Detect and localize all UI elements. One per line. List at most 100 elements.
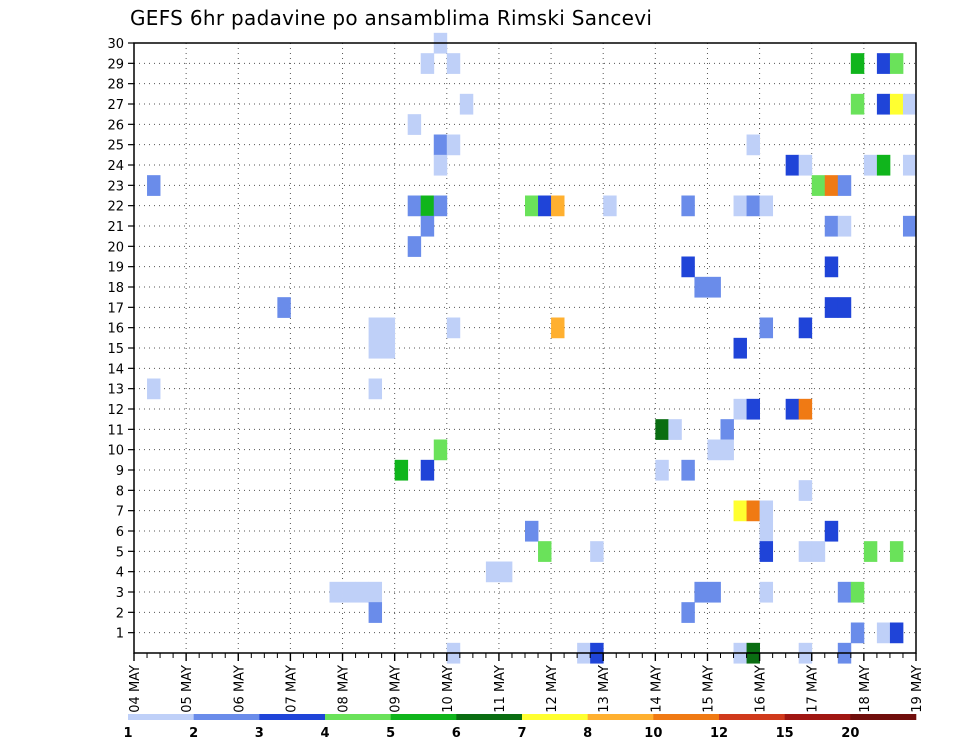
x-axis-ticks: 04 MAY 05 MAY 06 MAY 07 MAY 08 MAY 09 MAY 10 M… xyxy=(128,653,925,713)
heatmap-cell xyxy=(420,195,435,217)
y-tick-label: 15 xyxy=(107,342,124,357)
heatmap-cell xyxy=(876,622,891,644)
heatmap-cell xyxy=(446,134,461,156)
x-tick-label: 10 MAY xyxy=(441,665,456,713)
heatmap-cell xyxy=(694,581,708,603)
y-tick-label: 18 xyxy=(107,281,124,296)
legend-label: 20 xyxy=(841,726,859,741)
x-tick-label: 13 MAY xyxy=(597,665,612,713)
heatmap-cell xyxy=(720,419,734,440)
y-tick-label: 25 xyxy=(107,139,124,154)
heatmap-cell xyxy=(381,337,396,359)
legend-label: 4 xyxy=(320,726,329,741)
heatmap-cell xyxy=(147,378,161,400)
heatmap-cell xyxy=(329,581,343,603)
x-tick-label: 08 MAY xyxy=(337,665,352,713)
legend-label: 5 xyxy=(386,726,395,741)
y-axis-ticks: 1234567891011121314151617181920212223242… xyxy=(107,37,134,642)
heatmap-cell xyxy=(498,561,513,583)
heatmap-cell xyxy=(368,317,383,339)
heatmap-cell xyxy=(420,459,435,481)
legend-swatch xyxy=(325,714,391,720)
heatmap-cell xyxy=(759,520,774,542)
x-tick-label: 17 MAY xyxy=(806,665,821,713)
y-tick-label: 17 xyxy=(107,301,124,316)
heatmap-cell xyxy=(798,398,813,420)
heatmap-cell xyxy=(681,602,695,623)
y-tick-label: 11 xyxy=(107,423,124,438)
y-tick-label: 9 xyxy=(116,464,124,479)
heatmap-cell xyxy=(811,175,826,196)
heatmap-cell xyxy=(902,215,917,237)
legend-swatch xyxy=(522,714,588,720)
legend-label: 8 xyxy=(583,726,592,741)
legend-swatch xyxy=(390,714,457,720)
y-tick-label: 8 xyxy=(116,484,124,499)
heatmap-cell xyxy=(889,93,904,115)
heatmap-cell xyxy=(655,419,669,440)
heatmap-cell xyxy=(603,195,617,217)
heatmap-cell xyxy=(850,622,865,644)
heatmap-cell xyxy=(837,175,852,196)
y-tick-label: 29 xyxy=(107,57,124,72)
y-tick-label: 23 xyxy=(107,179,124,194)
heatmap-cell xyxy=(368,602,383,623)
heatmap-cell xyxy=(863,154,878,176)
y-tick-label: 7 xyxy=(116,505,124,520)
y-tick-label: 24 xyxy=(107,159,124,174)
heatmap-cell xyxy=(824,520,839,542)
heatmap-cell xyxy=(707,439,721,461)
heatmap-cell xyxy=(420,53,435,74)
legend-label: 7 xyxy=(517,726,526,741)
legend-swatch xyxy=(850,714,917,720)
heatmap-cell xyxy=(446,53,461,74)
heatmap-cell xyxy=(733,398,747,420)
heatmap-cell xyxy=(694,276,708,298)
heatmap-cell xyxy=(381,317,396,339)
heatmap-cell xyxy=(655,459,669,481)
legend-swatch xyxy=(128,714,194,720)
heatmap-cell xyxy=(407,236,422,257)
heatmap-cell xyxy=(368,581,383,603)
y-tick-label: 22 xyxy=(107,200,124,215)
y-tick-label: 28 xyxy=(107,78,124,93)
heatmap-cell xyxy=(785,154,800,176)
x-tick-label: 11 MAY xyxy=(493,665,508,713)
legend-label: 6 xyxy=(452,726,461,741)
heatmap-cell xyxy=(551,317,565,339)
heatmap-cell xyxy=(746,195,760,217)
heatmap-cell xyxy=(759,581,774,603)
legend-swatch xyxy=(193,714,260,720)
heatmap-cell xyxy=(876,53,891,74)
heatmap-cell xyxy=(707,276,721,298)
x-tick-label: 12 MAY xyxy=(545,665,560,713)
heatmap-cell xyxy=(824,297,839,318)
heatmap-cell xyxy=(355,581,369,603)
y-tick-label: 5 xyxy=(116,545,124,560)
y-tick-label: 16 xyxy=(107,322,124,337)
y-tick-label: 10 xyxy=(107,444,124,459)
heatmap-cell xyxy=(590,541,604,562)
heatmap-cell xyxy=(824,175,839,196)
heatmap-cell xyxy=(433,154,448,176)
cells-layer xyxy=(147,32,917,664)
legend-label: 15 xyxy=(776,726,794,741)
heatmap-cell xyxy=(551,195,565,217)
chart-title: GEFS 6hr padavine po ansamblima Rimski S… xyxy=(130,6,653,30)
heatmap-cell xyxy=(876,93,891,115)
legend-swatch xyxy=(456,714,523,720)
x-tick-label: 04 MAY xyxy=(128,665,143,713)
grid-layer xyxy=(134,42,916,653)
heatmap-cell xyxy=(837,581,852,603)
heatmap-cell xyxy=(368,337,383,359)
legend-swatch xyxy=(784,714,851,720)
y-tick-label: 21 xyxy=(107,220,124,235)
x-tick-label: 18 MAY xyxy=(858,665,873,713)
heatmap-cell xyxy=(407,195,422,217)
heatmap-cell xyxy=(746,500,760,522)
heatmap-cell xyxy=(681,195,695,217)
heatmap-cell xyxy=(681,256,695,278)
x-tick-label: 19 MAY xyxy=(910,665,925,713)
heatmap-cell xyxy=(759,317,774,339)
